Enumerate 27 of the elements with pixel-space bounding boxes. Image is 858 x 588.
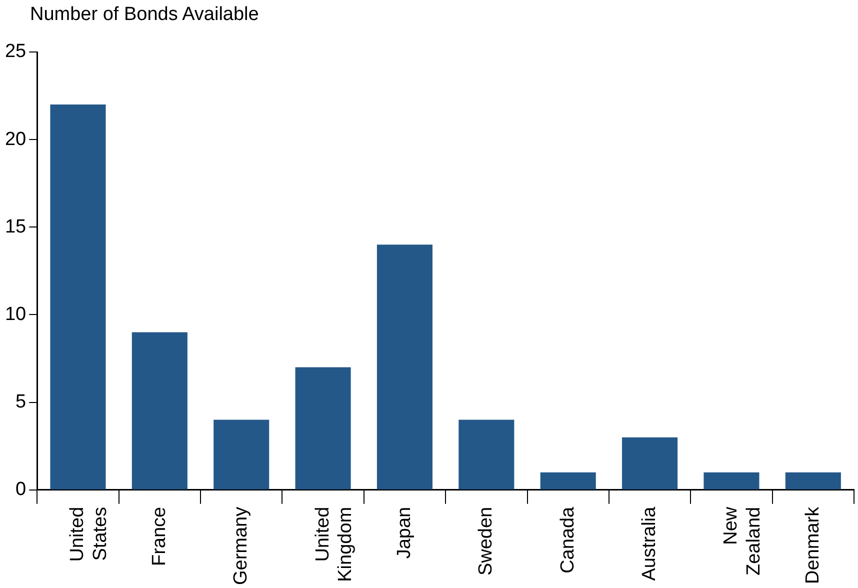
- x-tick-label: Sweden: [476, 506, 497, 576]
- x-tick-label: United Kingdom: [312, 506, 356, 582]
- bar: [50, 104, 106, 490]
- y-tick-label: 5: [16, 392, 26, 413]
- bar: [376, 244, 432, 490]
- bar: [785, 472, 841, 490]
- y-tick-label: 15: [4, 216, 26, 238]
- bar: [214, 420, 270, 490]
- y-tick-label: 20: [4, 128, 26, 150]
- x-tick-label: United States: [67, 506, 112, 562]
- bar: [132, 332, 188, 490]
- x-tick-label: Australia: [639, 506, 660, 581]
- x-tick-label: Denmark: [802, 506, 824, 584]
- x-tick-label: Canada: [557, 506, 578, 574]
- y-tick-label: 0: [16, 479, 26, 500]
- bar: [622, 437, 678, 490]
- x-tick-label: New Zealand: [720, 506, 765, 576]
- bar: [295, 367, 351, 490]
- y-axis-title: Number of Bonds Available: [30, 4, 259, 26]
- x-tick-label: France: [148, 506, 170, 566]
- y-tick-label: 10: [4, 304, 26, 325]
- y-tick-label: 25: [4, 41, 26, 62]
- bar: [704, 472, 760, 490]
- bar: [540, 472, 596, 490]
- x-tick-label: Japan: [394, 506, 415, 559]
- bar: [458, 420, 514, 490]
- x-tick-label: Germany: [230, 506, 252, 586]
